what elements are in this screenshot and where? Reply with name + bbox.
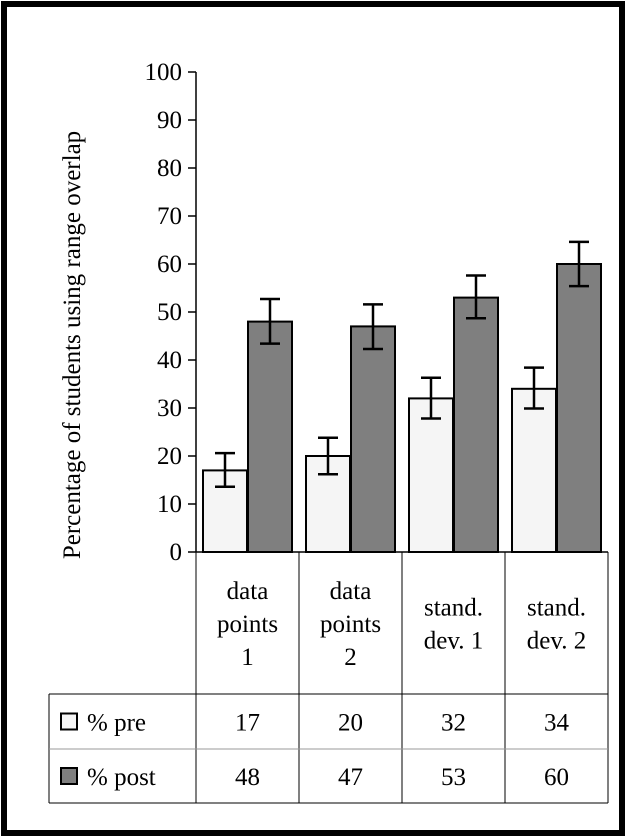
y-tick-label: 10	[157, 491, 182, 518]
y-tick-label: 0	[170, 539, 183, 566]
x-tick-label: data	[330, 578, 372, 605]
bar	[350, 325, 396, 553]
y-axis: 0 10 20 30 40 50 60 70 80 90 100	[145, 59, 197, 566]
table-cell: 34	[544, 710, 570, 737]
bars	[202, 240, 602, 553]
table-cell: 53	[441, 764, 466, 791]
x-tick-label: dev. 2	[527, 628, 586, 655]
bar	[453, 296, 499, 553]
y-tick-label: 70	[157, 203, 182, 230]
legend-swatch	[60, 767, 78, 785]
y-axis-label: Percentage of students using range overl…	[59, 131, 86, 559]
table-cell: 48	[235, 764, 260, 791]
table-cell: 20	[338, 710, 363, 737]
y-tick-label: 100	[145, 59, 183, 86]
x-tick-label: stand.	[527, 595, 586, 622]
legend-swatch	[60, 712, 78, 731]
x-tick-label: 1	[241, 644, 254, 671]
y-tick-label: 30	[157, 395, 182, 422]
legend-label: % post	[87, 764, 156, 791]
bar	[556, 263, 602, 553]
y-tick-label: 40	[157, 347, 182, 374]
y-tick-label: 60	[157, 251, 182, 278]
bar	[247, 320, 293, 553]
x-tick-label: points	[320, 611, 381, 638]
legend-label: % pre	[87, 710, 146, 737]
table-cell: 17	[235, 710, 260, 737]
y-tick-label: 50	[157, 299, 182, 326]
data-table: data points 1 data points 2 stand. dev. 1 stand.…	[48, 551, 609, 804]
table-cell: 32	[441, 710, 466, 737]
y-tick-label: 80	[157, 155, 182, 182]
x-tick-label: 2	[344, 644, 357, 671]
table-cell: 60	[544, 764, 569, 791]
bar	[511, 387, 557, 553]
bar	[408, 397, 454, 553]
y-tick-label: 90	[157, 107, 182, 134]
x-tick-label: points	[217, 611, 278, 638]
table-cell: 47	[338, 764, 363, 791]
x-tick-label: stand.	[424, 595, 483, 622]
x-tick-label: dev. 1	[424, 628, 483, 655]
y-tick-label: 20	[157, 443, 182, 470]
x-tick-label: data	[227, 578, 269, 605]
